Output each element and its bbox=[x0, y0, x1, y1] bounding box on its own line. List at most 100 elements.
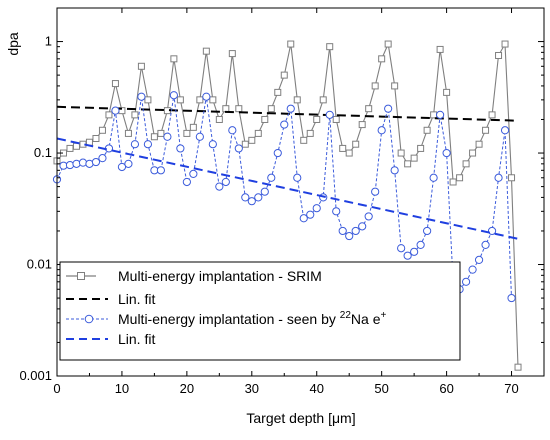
series-srim-point bbox=[137, 62, 145, 70]
legend-label-srim: Multi-energy implantation - SRIM bbox=[118, 268, 322, 284]
series-positron-point bbox=[442, 148, 451, 158]
legend-label-fit-black: Lin. fit bbox=[118, 291, 155, 307]
fit-line-blue-line bbox=[56, 137, 519, 240]
series-positron-point bbox=[260, 187, 269, 196]
series-positron-point bbox=[78, 158, 88, 167]
series-positron-point bbox=[293, 173, 302, 182]
series-positron-point bbox=[241, 193, 250, 202]
series-positron-point bbox=[273, 148, 282, 158]
series-positron-point bbox=[208, 140, 217, 149]
series-positron-point bbox=[332, 207, 341, 216]
series-positron-point bbox=[299, 214, 308, 223]
series-srim-point bbox=[261, 115, 269, 123]
series-positron-point bbox=[345, 231, 354, 241]
legend-item-srim: Multi-energy implantation - SRIM bbox=[66, 268, 322, 284]
series-positron-point bbox=[169, 91, 178, 100]
series-srim-point bbox=[319, 96, 327, 104]
series-srim-point bbox=[352, 140, 360, 148]
legend-item-fit-black: Lin. fit bbox=[66, 291, 155, 307]
plot-frame bbox=[56, 7, 545, 377]
series-srim-point bbox=[462, 160, 470, 168]
series-srim-point bbox=[144, 96, 152, 104]
series-srim-point bbox=[404, 160, 412, 168]
series-srim-point bbox=[228, 50, 236, 58]
axes: 0 10 20 30 40 50 60 70 0.001 0.01 0.1 1 bbox=[19, 7, 545, 396]
series-positron-point bbox=[481, 240, 490, 249]
series-positron-point bbox=[423, 226, 432, 236]
series-positron-point bbox=[410, 247, 419, 256]
series-srim-point bbox=[287, 40, 295, 48]
series-positron-point bbox=[124, 159, 133, 168]
y-tick-label: 0.01 bbox=[27, 257, 52, 272]
series-positron-point bbox=[351, 226, 360, 236]
series-positron-point bbox=[215, 182, 224, 191]
series-srim-point bbox=[410, 154, 418, 162]
y-tick-label: 0.1 bbox=[34, 145, 52, 160]
series-positron-point bbox=[364, 212, 373, 221]
series-srim-point bbox=[105, 111, 113, 119]
series-positron-point bbox=[91, 157, 101, 167]
series-srim-point bbox=[378, 55, 386, 63]
series-positron-point bbox=[111, 106, 120, 115]
series-positron-point bbox=[474, 255, 484, 265]
series-srim-point bbox=[423, 126, 431, 134]
series-positron-point bbox=[202, 92, 211, 101]
x-tick-label: 10 bbox=[115, 381, 129, 396]
series-positron-point bbox=[306, 210, 315, 219]
series-positron-point bbox=[500, 126, 510, 135]
x-tick-label: 40 bbox=[309, 381, 323, 396]
series-srim-point bbox=[417, 144, 425, 152]
series-srim-point bbox=[222, 105, 230, 113]
series-srim-point bbox=[397, 149, 405, 157]
series-srim-point bbox=[508, 174, 516, 182]
series-srim-point bbox=[443, 88, 451, 96]
series-srim-point bbox=[235, 105, 243, 113]
series-srim-point bbox=[475, 140, 483, 148]
series-positron-point bbox=[338, 226, 347, 236]
series-srim-point bbox=[488, 111, 496, 119]
series-positron-point bbox=[234, 144, 243, 153]
series-positron-point bbox=[221, 177, 230, 187]
x-axis-title: Target depth [μm] bbox=[246, 410, 355, 426]
series-positron-point bbox=[228, 126, 237, 135]
series-positron-point bbox=[384, 104, 393, 113]
series-positron-point bbox=[117, 162, 127, 172]
series-positron-point bbox=[143, 140, 153, 149]
series-srim-point bbox=[365, 105, 373, 113]
x-tick-label: 0 bbox=[53, 381, 60, 396]
legend-item-fit-blue: Lin. fit bbox=[66, 331, 155, 347]
x-tick-label: 60 bbox=[439, 381, 453, 396]
series-srim-point bbox=[384, 40, 392, 48]
series-srim-point bbox=[300, 136, 308, 144]
series-positron-point bbox=[72, 159, 81, 168]
series-srim-point bbox=[124, 129, 132, 137]
series-srim-point bbox=[339, 144, 347, 152]
y-tick-label: 0.001 bbox=[19, 368, 52, 383]
series-srim-point bbox=[293, 96, 301, 104]
series-srim-point bbox=[345, 149, 353, 157]
series-srim-point bbox=[254, 129, 262, 137]
series-srim-point bbox=[241, 140, 249, 148]
series-positron-point bbox=[195, 132, 204, 141]
series-positron-point bbox=[494, 173, 503, 182]
x-tick-label: 30 bbox=[245, 381, 259, 396]
series-positron-point bbox=[267, 173, 276, 182]
series-positron-point bbox=[247, 197, 256, 206]
series-positron-point bbox=[371, 187, 380, 196]
y-axis-title: dpa bbox=[5, 32, 21, 56]
series-srim-point bbox=[170, 55, 178, 63]
series-positron-point bbox=[416, 240, 425, 249]
series-positron-point bbox=[436, 110, 445, 119]
series-positron-point bbox=[163, 132, 172, 141]
series-positron-point bbox=[182, 177, 191, 187]
series-srim-point bbox=[215, 115, 223, 123]
legend: Multi-energy implantation - SRIM Lin. fi… bbox=[59, 261, 461, 361]
legend-label-fit-blue: Lin. fit bbox=[118, 331, 155, 347]
series-srim-point bbox=[332, 115, 340, 123]
series-positron-point bbox=[65, 160, 75, 170]
series-srim-point bbox=[326, 43, 334, 51]
series-srim-point bbox=[430, 111, 438, 119]
x-tick-label: 70 bbox=[504, 381, 518, 396]
series-srim-point bbox=[267, 105, 275, 113]
